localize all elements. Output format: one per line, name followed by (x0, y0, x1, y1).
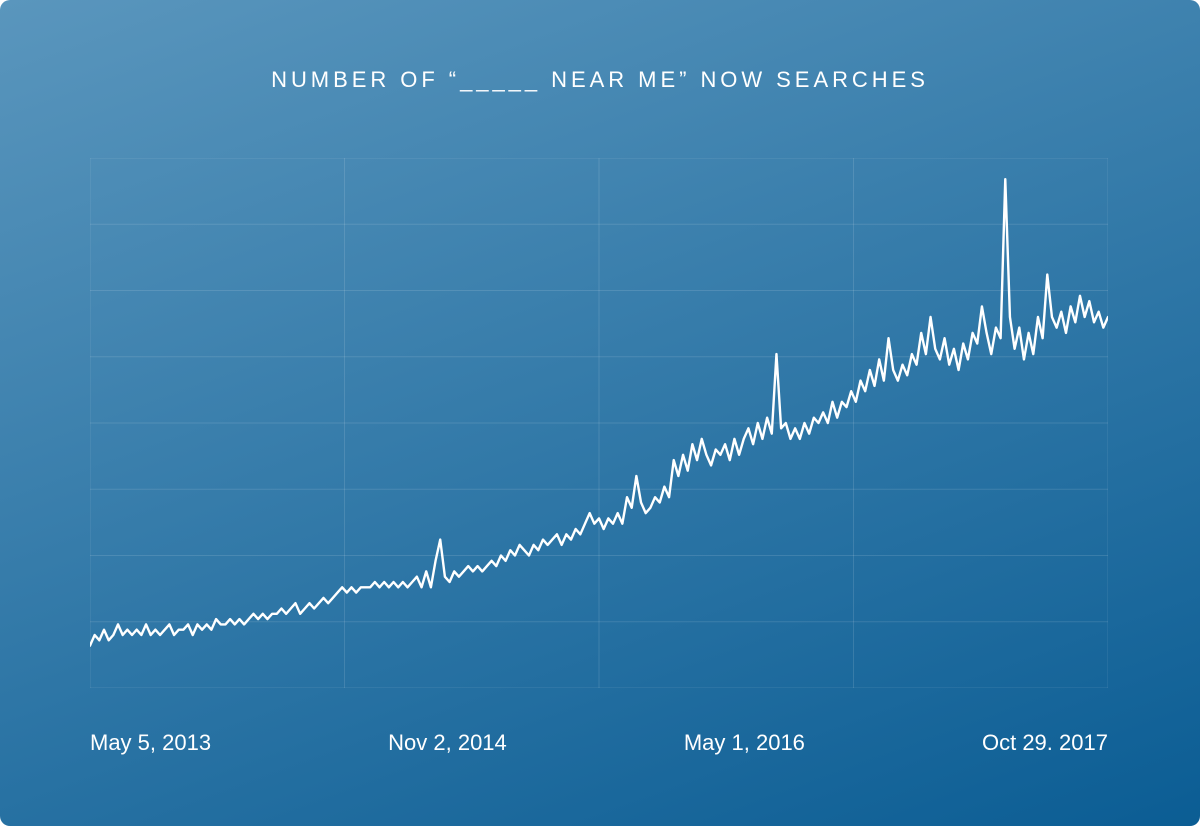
x-axis-label: Nov 2, 2014 (388, 730, 507, 756)
chart-svg (90, 158, 1108, 688)
x-axis-label: Oct 29. 2017 (982, 730, 1108, 756)
x-axis-label: May 1, 2016 (684, 730, 805, 756)
chart-title: NUMBER OF “_____ NEAR ME” NOW SEARCHES (0, 67, 1200, 93)
chart-card: NUMBER OF “_____ NEAR ME” NOW SEARCHES M… (0, 0, 1200, 826)
x-axis-labels: May 5, 2013 Nov 2, 2014 May 1, 2016 Oct 29.… (90, 730, 1108, 756)
chart-plot-area (90, 158, 1108, 688)
x-axis-label: May 5, 2013 (90, 730, 211, 756)
